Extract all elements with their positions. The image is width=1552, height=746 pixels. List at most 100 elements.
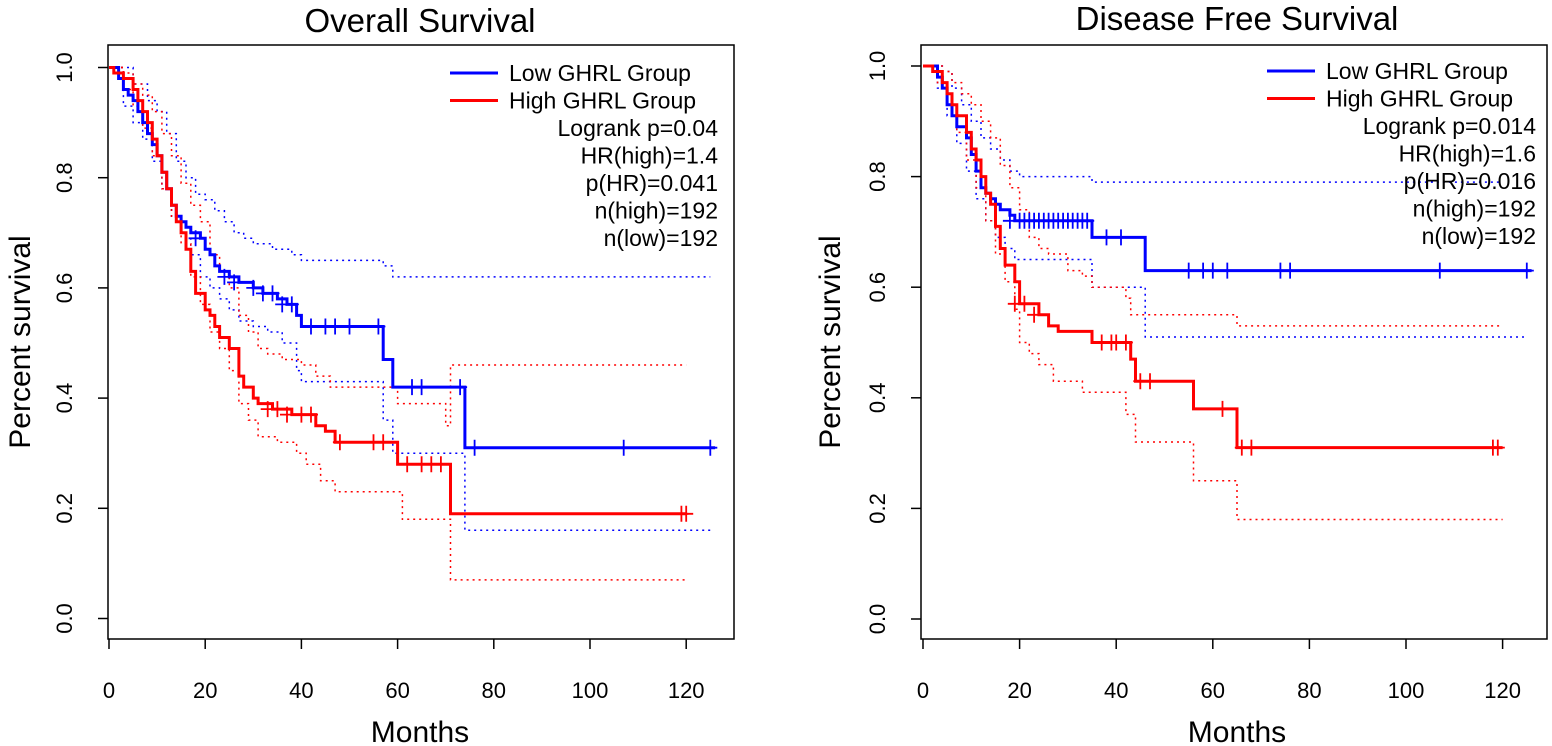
- censor-mark: [1099, 229, 1114, 246]
- x-tick-label: 80: [482, 678, 506, 703]
- x-axis: 0 20 40 60 80 100 120: [103, 639, 705, 703]
- censor-mark: [679, 505, 694, 522]
- x-axis: 0 20 40 60 80 100 120: [917, 639, 1521, 703]
- legend-stat: n(high)=192: [1413, 196, 1536, 222]
- chart-title: Disease Free Survival: [1076, 0, 1399, 37]
- censor-mark: [376, 434, 391, 451]
- y-tick-label: 1.0: [52, 52, 77, 83]
- x-tick-label: 120: [1484, 678, 1521, 703]
- legend-stat: Logrank p=0.04: [558, 115, 719, 141]
- censor-mark: [304, 406, 318, 423]
- legend-stat: HR(high)=1.6: [1399, 141, 1536, 167]
- legend-stat: p(HR)=0.016: [1404, 168, 1536, 194]
- x-tick-label: 20: [1007, 678, 1031, 703]
- survival-curve: [923, 64, 1532, 273]
- censor-mark: [270, 401, 285, 418]
- legend-label: High GHRL Group: [1326, 86, 1513, 112]
- censor-mark: [342, 318, 357, 335]
- censor-mark: [304, 318, 318, 335]
- y-tick-label: 0.4: [52, 383, 77, 414]
- ci-lower-line: [109, 66, 711, 532]
- plot-frame: [920, 44, 1548, 640]
- x-tick-label: 0: [917, 678, 929, 703]
- chart-overall-survival: Overall Survival Percent survival Months…: [4, 2, 735, 746]
- censor-mark: [414, 379, 429, 396]
- legend-stat: n(low)=192: [604, 225, 718, 251]
- censor-mark: [1027, 306, 1042, 323]
- censor-mark: [400, 456, 415, 473]
- ci-lower-line: [109, 66, 687, 581]
- y-tick-label: 1.0: [865, 51, 890, 82]
- censor-mark: [1205, 262, 1220, 279]
- y-axis-label: Percent survival: [4, 235, 37, 448]
- plot-area: [109, 66, 718, 581]
- y-tick-label: 0.0: [865, 604, 890, 635]
- plot-area: [923, 64, 1534, 521]
- censor-mark: [1080, 212, 1095, 229]
- censor-mark: [328, 318, 343, 335]
- x-axis-label: Months: [1188, 716, 1286, 746]
- x-axis-label: Months: [371, 716, 469, 746]
- legend-label: Low GHRL Group: [1326, 58, 1508, 84]
- y-axis: 0.0 0.2 0.4 0.6 0.8 1.0: [865, 51, 921, 635]
- legend-stat: p(HR)=0.041: [586, 170, 718, 196]
- chart-title: Overall Survival: [304, 2, 535, 39]
- legend-stat: HR(high)=1.4: [581, 143, 719, 169]
- censor-mark: [1118, 334, 1133, 351]
- censor-mark: [1017, 295, 1032, 312]
- censor-mark: [246, 279, 261, 296]
- y-tick-label: 0.0: [52, 603, 77, 634]
- censor-mark: [188, 230, 203, 247]
- legend-label: Low GHRL Group: [509, 60, 691, 86]
- y-axis-label-group: Percent survival: [4, 235, 37, 448]
- y-tick-label: 0.8: [865, 161, 890, 192]
- censor-mark: [1283, 262, 1298, 279]
- chart-disease-free-survival: Disease Free Survival Percent survival M…: [814, 0, 1548, 746]
- y-tick-label: 0.2: [52, 493, 77, 524]
- censor-mark: [453, 379, 468, 396]
- ci-upper-line: [109, 66, 687, 427]
- censor-mark: [1215, 400, 1230, 417]
- censor-mark: [1490, 439, 1505, 456]
- censor-mark: [280, 406, 294, 423]
- legend-stat: n(low)=192: [1422, 223, 1536, 249]
- y-tick-label: 0.8: [52, 162, 77, 193]
- ci-upper-line: [109, 66, 711, 278]
- x-tick-label: 60: [385, 678, 409, 703]
- x-tick-label: 60: [1201, 678, 1225, 703]
- y-axis-label-group: Percent survival: [814, 235, 847, 448]
- legend-label: High GHRL Group: [509, 88, 696, 114]
- censor-mark: [433, 456, 448, 473]
- censor-mark: [703, 439, 718, 456]
- censor-mark: [371, 318, 386, 335]
- censor-mark: [227, 274, 242, 291]
- censor-mark: [265, 285, 280, 302]
- x-tick-label: 100: [572, 678, 609, 703]
- censor-mark: [1432, 262, 1447, 279]
- censor-mark: [217, 268, 232, 285]
- x-tick-label: 120: [668, 678, 705, 703]
- legend-stat: n(high)=192: [595, 198, 718, 224]
- censor-mark: [332, 434, 347, 451]
- y-tick-label: 0.6: [865, 272, 890, 303]
- x-tick-label: 0: [103, 678, 115, 703]
- y-tick-label: 0.4: [865, 383, 890, 414]
- censor-mark: [1114, 229, 1128, 246]
- censor-mark: [1143, 373, 1157, 390]
- censor-mark: [1244, 439, 1259, 456]
- x-tick-label: 40: [289, 678, 313, 703]
- censor-mark: [284, 296, 299, 313]
- plot-frame: [107, 44, 735, 640]
- x-tick-label: 80: [1297, 678, 1321, 703]
- y-axis: 0.0 0.2 0.4 0.6 0.8 1.0: [52, 52, 108, 634]
- legend-stat: Logrank p=0.014: [1363, 113, 1536, 139]
- censor-mark: [1181, 262, 1196, 279]
- y-tick-label: 0.6: [52, 273, 77, 304]
- x-tick-label: 100: [1388, 678, 1425, 703]
- x-tick-label: 20: [193, 678, 217, 703]
- y-tick-label: 0.2: [865, 493, 890, 524]
- censor-mark: [616, 439, 631, 456]
